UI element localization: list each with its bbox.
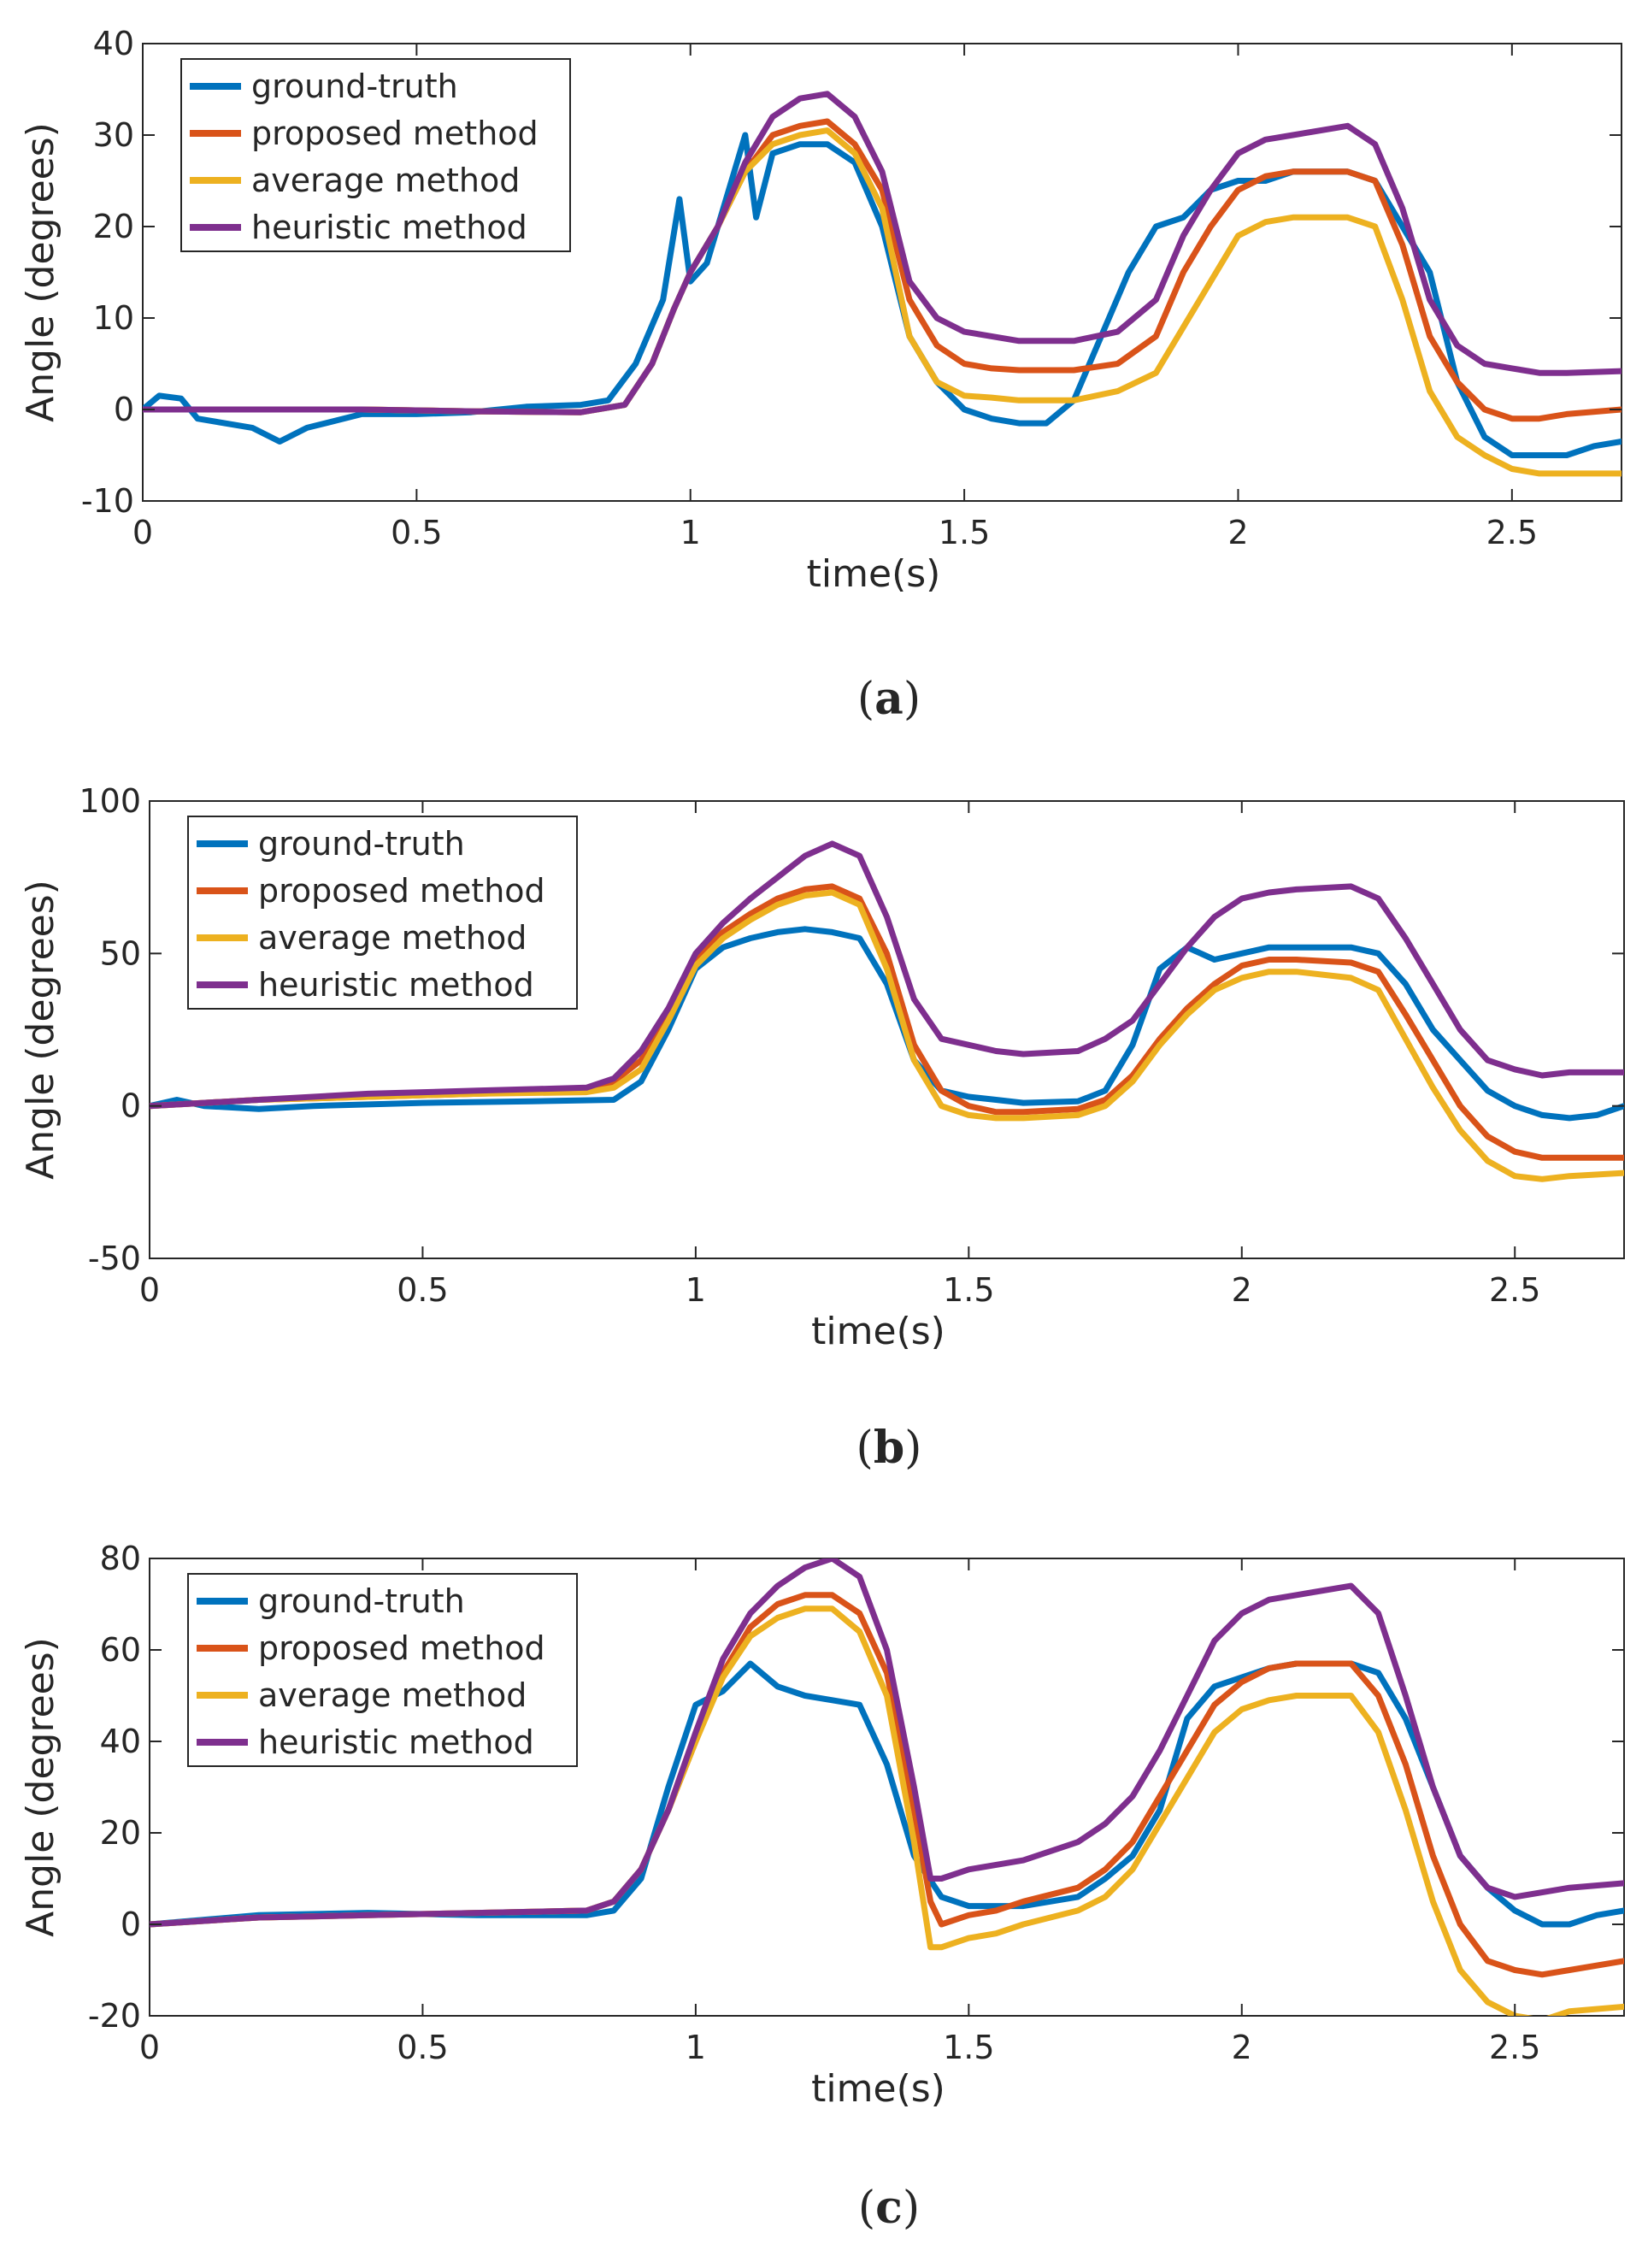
legend: ground-truth proposed method average metho…: [187, 816, 578, 1010]
y-tick-label: 60: [100, 1631, 141, 1669]
legend-label: average method: [258, 919, 527, 957]
series-line-average-method: [150, 889, 1624, 1182]
y-axis-label: Angle (degrees): [19, 1637, 62, 1937]
x-tick-label: 2: [1232, 2029, 1252, 2066]
legend-label: average method: [258, 1676, 527, 1714]
y-tick-label: 0: [121, 1906, 141, 1943]
y-tick-label: 40: [100, 1723, 141, 1760]
x-tick-label: 2: [1227, 514, 1248, 551]
legend-label: ground-truth: [258, 825, 465, 863]
series-lines: [143, 91, 1622, 477]
series-line-ground-truth: [150, 926, 1624, 1122]
series-lines: [150, 840, 1624, 1182]
legend-box: [180, 58, 571, 252]
x-tick-label: 0.5: [397, 2029, 448, 2066]
y-tick-label: 100: [79, 782, 141, 820]
x-tick-label: 2.5: [1489, 2029, 1540, 2066]
legend-label: heuristic method: [251, 209, 527, 246]
x-tick-label: 2: [1232, 1271, 1252, 1309]
y-tick-label: 0: [121, 1087, 141, 1125]
legend-label: ground-truth: [251, 68, 458, 105]
x-tick-label: 2.5: [1489, 1271, 1540, 1309]
legend: ground-truth proposed method average metho…: [187, 1573, 578, 1767]
x-axis-label: time(s): [811, 2067, 945, 2111]
legend-box: [187, 1573, 578, 1767]
y-tick-label: 20: [100, 1814, 141, 1852]
y-tick-label: 30: [93, 116, 134, 154]
y-tick-label: 10: [93, 299, 134, 337]
legend-label: heuristic method: [258, 1723, 534, 1761]
legend-label: ground-truth: [258, 1582, 465, 1620]
series-line-heuristic-method: [150, 840, 1624, 1110]
legend: ground-truth proposed method average metho…: [180, 58, 571, 252]
y-axis-label: Angle (degrees): [19, 880, 62, 1180]
y-tick-label: -10: [81, 482, 134, 520]
y-tick-label: 20: [93, 208, 134, 245]
x-axis-label: time(s): [811, 1310, 945, 1353]
panel-caption: (c): [858, 2182, 920, 2234]
series-line-proposed-method: [150, 883, 1624, 1161]
y-tick-label: 40: [93, 25, 134, 62]
x-tick-label: 1.5: [939, 514, 990, 551]
x-tick-label: 1: [686, 2029, 706, 2066]
panel-caption: (b): [856, 1422, 922, 1474]
x-tick-label: 1: [680, 514, 701, 551]
x-tick-label: 0.5: [391, 514, 442, 551]
legend-box: [187, 816, 578, 1010]
x-tick-label: 0: [132, 514, 153, 551]
y-tick-label: 50: [100, 934, 141, 972]
series-line-heuristic-method: [150, 1558, 1624, 1928]
y-tick-label: 80: [100, 1540, 141, 1577]
legend-label: average method: [251, 162, 520, 199]
series-lines: [150, 1558, 1624, 2016]
x-tick-label: 1.5: [943, 2029, 994, 2066]
x-tick-label: 2.5: [1486, 514, 1538, 551]
y-tick-label: -20: [88, 1997, 141, 2035]
y-axis-label: Angle (degrees): [19, 122, 62, 422]
legend-label: proposed method: [258, 872, 545, 910]
x-tick-label: 0: [139, 1271, 160, 1309]
legend-label: proposed method: [258, 1629, 545, 1667]
x-tick-label: 0: [139, 2029, 160, 2066]
x-tick-label: 0.5: [397, 1271, 448, 1309]
panel-caption: (a): [857, 673, 921, 725]
legend-label: heuristic method: [258, 966, 534, 1004]
x-tick-label: 1.5: [943, 1271, 994, 1309]
x-axis-label: time(s): [807, 552, 941, 596]
x-tick-label: 1: [686, 1271, 706, 1309]
y-tick-label: -50: [88, 1240, 141, 1277]
y-tick-label: 0: [114, 391, 134, 428]
series-line-heuristic-method: [143, 91, 1622, 415]
legend-label: proposed method: [251, 115, 539, 152]
